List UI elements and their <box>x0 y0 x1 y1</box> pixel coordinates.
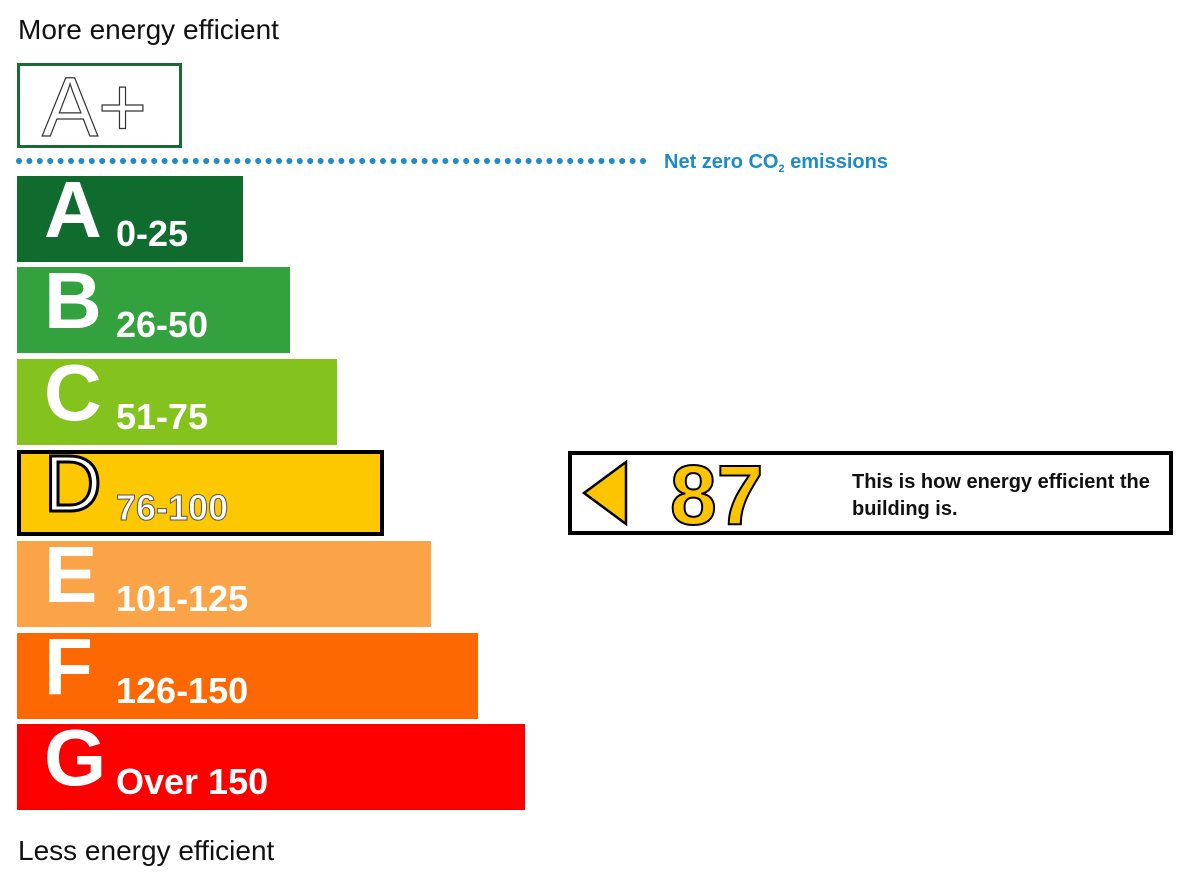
net-zero-dot <box>78 158 85 164</box>
band-letter: D <box>43 439 104 528</box>
band-letter: A <box>44 165 102 254</box>
net-zero-dot <box>640 158 646 164</box>
net-zero-dot <box>556 158 563 164</box>
net-zero-dot <box>203 158 210 164</box>
net-zero-dot <box>400 158 407 164</box>
band-b: B 26-50 <box>17 261 290 353</box>
net-zero-dot <box>432 158 438 164</box>
rating-arrow-icon <box>581 460 628 526</box>
rating-value: 87 <box>669 448 764 542</box>
band-c: C 51-75 <box>17 353 337 445</box>
band-range: 26-50 <box>116 304 209 345</box>
band-letter: E <box>44 530 98 619</box>
net-zero-dot <box>452 158 459 164</box>
net-zero-dot <box>567 158 574 164</box>
net-zero-dot <box>317 158 324 164</box>
net-zero-dot <box>411 158 418 164</box>
band-range: 126-150 <box>116 670 249 711</box>
current-rating-indicator: 87 This is how energy efficient the buil… <box>568 448 1173 542</box>
band-f: F 126-150 <box>17 627 478 719</box>
band-letter: B <box>44 256 102 345</box>
net-zero-dot <box>494 158 501 164</box>
svg-text:A+: A+ <box>42 66 147 145</box>
net-zero-dotted-line <box>16 158 646 164</box>
net-zero-dot <box>525 158 532 164</box>
net-zero-dot <box>338 158 345 164</box>
net-zero-dot <box>484 158 490 164</box>
band-range: 0-25 <box>116 213 189 254</box>
net-zero-dot <box>120 158 126 164</box>
net-zero-dot <box>68 158 74 164</box>
net-zero-dot <box>36 158 43 164</box>
band-letter: C <box>44 348 102 437</box>
net-zero-dot <box>598 158 605 164</box>
net-zero-dot <box>619 158 626 164</box>
net-zero-dot <box>47 158 54 164</box>
net-zero-dot <box>255 158 262 164</box>
band-range: 101-125 <box>116 578 249 619</box>
net-zero-dot <box>151 158 158 164</box>
net-zero-dot <box>359 158 366 164</box>
net-zero-dot <box>463 158 470 164</box>
net-zero-dot <box>390 158 397 164</box>
aplus-label: A+ <box>41 66 147 145</box>
rating-description: This is how energy efficient the buildin… <box>852 471 1150 520</box>
net-zero-dot <box>421 158 428 164</box>
net-zero-dot <box>328 158 334 164</box>
net-zero-suffix: emissions <box>784 151 888 173</box>
net-zero-dot <box>546 158 553 164</box>
net-zero-dot <box>380 158 386 164</box>
net-zero-dot <box>140 158 147 164</box>
aplus-band: A+ <box>17 63 182 148</box>
net-zero-dot <box>577 158 584 164</box>
net-zero-dot <box>629 158 636 164</box>
net-zero-dot <box>16 158 22 164</box>
net-zero-subscript: 2 <box>778 163 785 175</box>
net-zero-dot <box>504 158 511 164</box>
band-d: D 76-100 <box>17 442 384 536</box>
band-e: E 101-125 <box>17 535 431 627</box>
net-zero-dot <box>442 158 449 164</box>
net-zero-dot <box>536 158 542 164</box>
net-zero-dot <box>473 158 480 164</box>
band-g: G Over 150 <box>17 718 525 810</box>
band-range: 76-100 <box>115 487 229 528</box>
band-letter: G <box>44 713 107 802</box>
net-zero-label: Net zero CO2 emissions <box>664 151 888 175</box>
net-zero-prefix: Net zero CO <box>664 151 779 173</box>
net-zero-dot <box>57 158 64 164</box>
net-zero-dot <box>99 158 106 164</box>
net-zero-dot <box>276 158 282 164</box>
net-zero-dot <box>192 158 199 164</box>
net-zero-dot <box>213 158 220 164</box>
band-range: Over 150 <box>116 761 269 802</box>
net-zero-dot <box>265 158 272 164</box>
net-zero-dot <box>161 158 168 164</box>
net-zero-dot <box>244 158 251 164</box>
net-zero-dot <box>369 158 376 164</box>
net-zero-dot <box>286 158 293 164</box>
net-zero-dot <box>234 158 241 164</box>
band-a: A 0-25 <box>17 170 243 262</box>
band-range: 51-75 <box>116 396 209 437</box>
less-efficient-caption: Less energy efficient <box>18 835 275 866</box>
net-zero-dot <box>109 158 116 164</box>
band-letter: F <box>44 622 93 711</box>
net-zero-dot <box>26 158 33 164</box>
net-zero-dot <box>608 158 615 164</box>
rating-bands: A 0-25 B 26-50 C 51-75 D 76-100 E 101-125 F 126-150… <box>0 0 560 820</box>
net-zero-dot <box>348 158 355 164</box>
more-efficient-caption: More energy efficient <box>18 14 279 45</box>
net-zero-dot <box>88 158 95 164</box>
net-zero-dot <box>182 158 189 164</box>
net-zero-dot <box>515 158 522 164</box>
net-zero-dot <box>172 158 178 164</box>
net-zero-dot <box>588 158 594 164</box>
net-zero-dot <box>307 158 314 164</box>
net-zero-dot <box>130 158 137 164</box>
net-zero-dot <box>296 158 303 164</box>
net-zero-dot <box>224 158 230 164</box>
